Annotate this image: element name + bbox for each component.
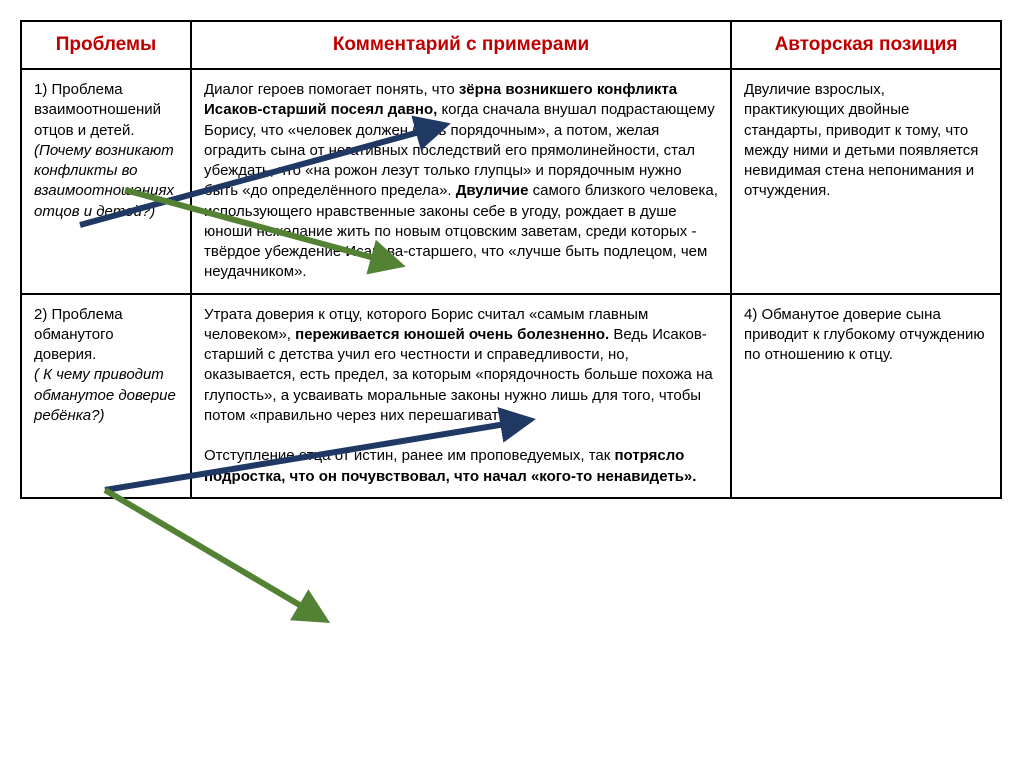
problem-title: 1) Проблема взаимоотношений отцов и дете… — [34, 81, 161, 139]
analysis-table: Проблемы Комментарий с примерами Авторск… — [20, 20, 1002, 499]
commentary-bold: Двуличие — [456, 182, 529, 199]
cell-position-1: Двуличие взрослых, практикующих двойные … — [731, 69, 1001, 294]
problem-title: 2) Проблема обманутого доверия. — [34, 306, 123, 364]
arrow-green-2 — [105, 490, 325, 620]
commentary-text: Отступление отца от истин, ранее им проп… — [204, 447, 614, 464]
problem-question: ( К чему приводит обманутое доверие ребё… — [34, 366, 176, 424]
table-row: 1) Проблема взаимоотношений отцов и дете… — [21, 69, 1001, 294]
table-row: 2) Проблема обманутого доверия. ( К чему… — [21, 294, 1001, 498]
cell-problem-2: 2) Проблема обманутого доверия. ( К чему… — [21, 294, 191, 498]
commentary-bold: переживается юношей очень болезненно. — [295, 326, 609, 343]
cell-position-2: 4) Обманутое доверие сына приводит к глу… — [731, 294, 1001, 498]
header-problems: Проблемы — [21, 21, 191, 69]
commentary-text: Диалог героев помогает понять, что — [204, 81, 459, 98]
cell-problem-1: 1) Проблема взаимоотношений отцов и дете… — [21, 69, 191, 294]
position-text: Двуличие взрослых, практикующих двойные … — [744, 81, 978, 199]
position-text: 4) Обманутое доверие сына приводит к глу… — [744, 306, 985, 364]
cell-commentary-2: Утрата доверия к отцу, которого Борис сч… — [191, 294, 731, 498]
header-position: Авторская позиция — [731, 21, 1001, 69]
problem-question: (Почему возникают конфликты во взаимоотн… — [34, 142, 174, 220]
header-commentary: Комментарий с примерами — [191, 21, 731, 69]
cell-commentary-1: Диалог героев помогает понять, что зёрна… — [191, 69, 731, 294]
